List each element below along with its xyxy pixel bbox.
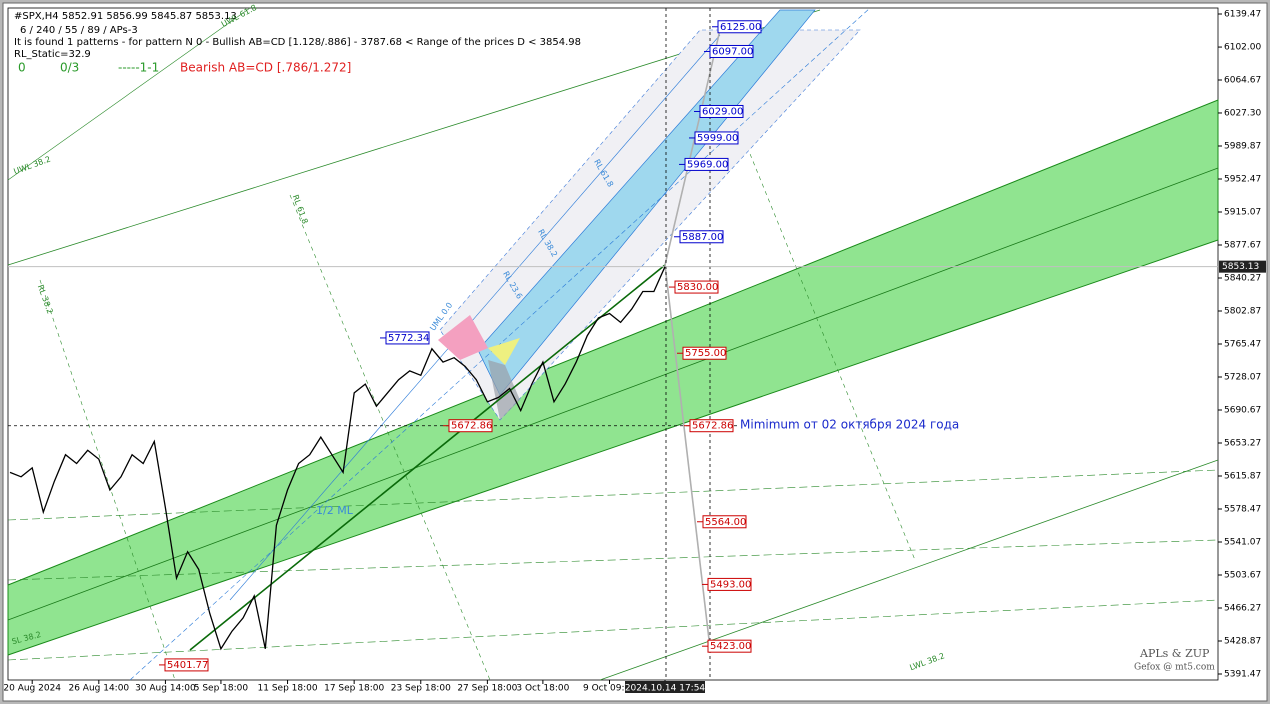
x-tick-label: 20 Aug 2024 (3, 684, 61, 694)
y-tick-label: 5989.87 (1224, 142, 1261, 152)
y-tick-label: 5653.27 (1224, 439, 1261, 449)
level-label: 5672.86 (451, 421, 492, 432)
dashed-line (719, 79, 916, 561)
y-tick-label: 5765.47 (1224, 340, 1261, 350)
yellow-triangle (488, 338, 520, 365)
y-tick-label: 6139.47 (1224, 10, 1261, 20)
y-tick-label: 5802.87 (1224, 307, 1261, 317)
y-tick-label: 5952.47 (1224, 175, 1261, 185)
credit: Gefox @ mt5.com (1134, 663, 1215, 673)
projection-line (664, 29, 721, 266)
x-tick-label: 11 Sep 18:00 (258, 684, 318, 694)
x-tick-label: 2024.10.14 17:54 (625, 684, 706, 694)
level-label: 5772.34 (388, 333, 429, 344)
y-tick-label: 5840.27 (1224, 274, 1261, 284)
level-label: 5830.00 (677, 282, 718, 293)
level-label: 5672.86 (692, 421, 733, 432)
half-ml: 1/2 ML (316, 504, 354, 517)
level-box (448, 419, 493, 433)
blue-line (229, 34, 721, 601)
x-tick-label: 23 Sep 18:00 (391, 684, 451, 694)
status: 0/3 (60, 61, 79, 75)
x-tick-label: 30 Aug 14:00 (135, 684, 196, 694)
x-tick-label: 27 Sep 18:00 (457, 684, 517, 694)
level-label: 5755.00 (685, 348, 726, 359)
level-label: 6125.00 (720, 22, 761, 33)
level-label: 5401.77 (167, 660, 208, 671)
brand: APLs & ZUP (1139, 647, 1210, 660)
pattern-name: Bearish AB=CD [.786/1.272] (180, 61, 351, 75)
minimum-note: Mimimum от 02 октября 2024 года (740, 418, 959, 432)
y-tick-label: 5428.87 (1224, 637, 1261, 647)
lower-line (599, 459, 1219, 681)
x-tick-label: 3 Oct 18:00 (516, 684, 569, 694)
level-box (717, 20, 762, 34)
level-box (684, 157, 729, 171)
level-label: 5999.00 (697, 133, 738, 144)
level-label: 5423.00 (710, 641, 751, 652)
level-box (699, 104, 744, 118)
dashed-line (7, 539, 1219, 581)
level-box (385, 331, 430, 345)
level-box (679, 230, 724, 244)
x-tick-label: 17 Sep 18:00 (324, 684, 384, 694)
y-tick-label: 5541.07 (1224, 538, 1261, 548)
y-tick-label: 6064.67 (1224, 76, 1261, 86)
level-label: 5564.00 (705, 517, 746, 528)
y-tick-label: 5690.67 (1224, 406, 1261, 416)
y-tick-label: 5391.47 (1224, 670, 1261, 680)
title: #SPX,H4 5852.91 5856.99 5845.87 5853.13 (14, 11, 237, 22)
status: -----1-1 (118, 61, 159, 75)
subtitle: 6 / 240 / 55 / 89 / APs-3 (20, 25, 138, 36)
x-tick-label: 9 Oct 09:00 (583, 684, 636, 694)
level-box (709, 44, 754, 58)
current-price-label: 5853.13 (1222, 262, 1259, 272)
dashed-line (7, 469, 1219, 521)
warning-line (7, 7, 251, 181)
level-box (702, 515, 747, 529)
x-tick-label: 26 Aug 14:00 (68, 684, 129, 694)
level-box (707, 639, 752, 653)
y-tick-label: 5503.67 (1224, 571, 1261, 581)
level-label: 5493.00 (710, 579, 751, 590)
level-box (707, 577, 752, 591)
level-label: 5969.00 (687, 159, 728, 170)
level-label: 5887.00 (682, 232, 723, 243)
level-label: 6029.00 (702, 106, 743, 117)
dashed-line (39, 279, 176, 681)
blue-line (129, 7, 871, 681)
gray-triangle (488, 360, 520, 420)
rl-static: RL_Static=32.9 (14, 49, 91, 60)
y-tick-label: 5877.67 (1224, 241, 1261, 251)
y-tick-label: 5915.07 (1224, 208, 1261, 218)
median-line (7, 167, 1219, 621)
y-tick-label: 6102.00 (1224, 43, 1261, 53)
x-cursor-box (625, 681, 705, 693)
level-box (694, 131, 739, 145)
y-tick-label: 5728.07 (1224, 373, 1261, 383)
x-tick-label: 5 Sep 18:00 (194, 684, 249, 694)
pink-triangle (438, 315, 488, 360)
level-label: 6097.00 (712, 46, 753, 57)
y-tick-label: 5578.47 (1224, 505, 1261, 515)
y-tick-label: 5466.27 (1224, 604, 1261, 614)
level-box (689, 419, 734, 433)
price-line (9, 266, 666, 651)
current-price-box (1219, 260, 1266, 273)
dashed-line (7, 599, 1219, 661)
level-box (164, 658, 209, 672)
level-box (674, 280, 719, 294)
y-tick-label: 5615.87 (1224, 472, 1261, 482)
y-tick-label: 6027.30 (1224, 108, 1261, 118)
drawings (7, 7, 1219, 681)
pattern-line (189, 264, 666, 651)
level-box (682, 346, 727, 360)
status: 0 (18, 61, 26, 75)
info-line: It is found 1 patterns - for pattern N 0… (14, 37, 581, 48)
